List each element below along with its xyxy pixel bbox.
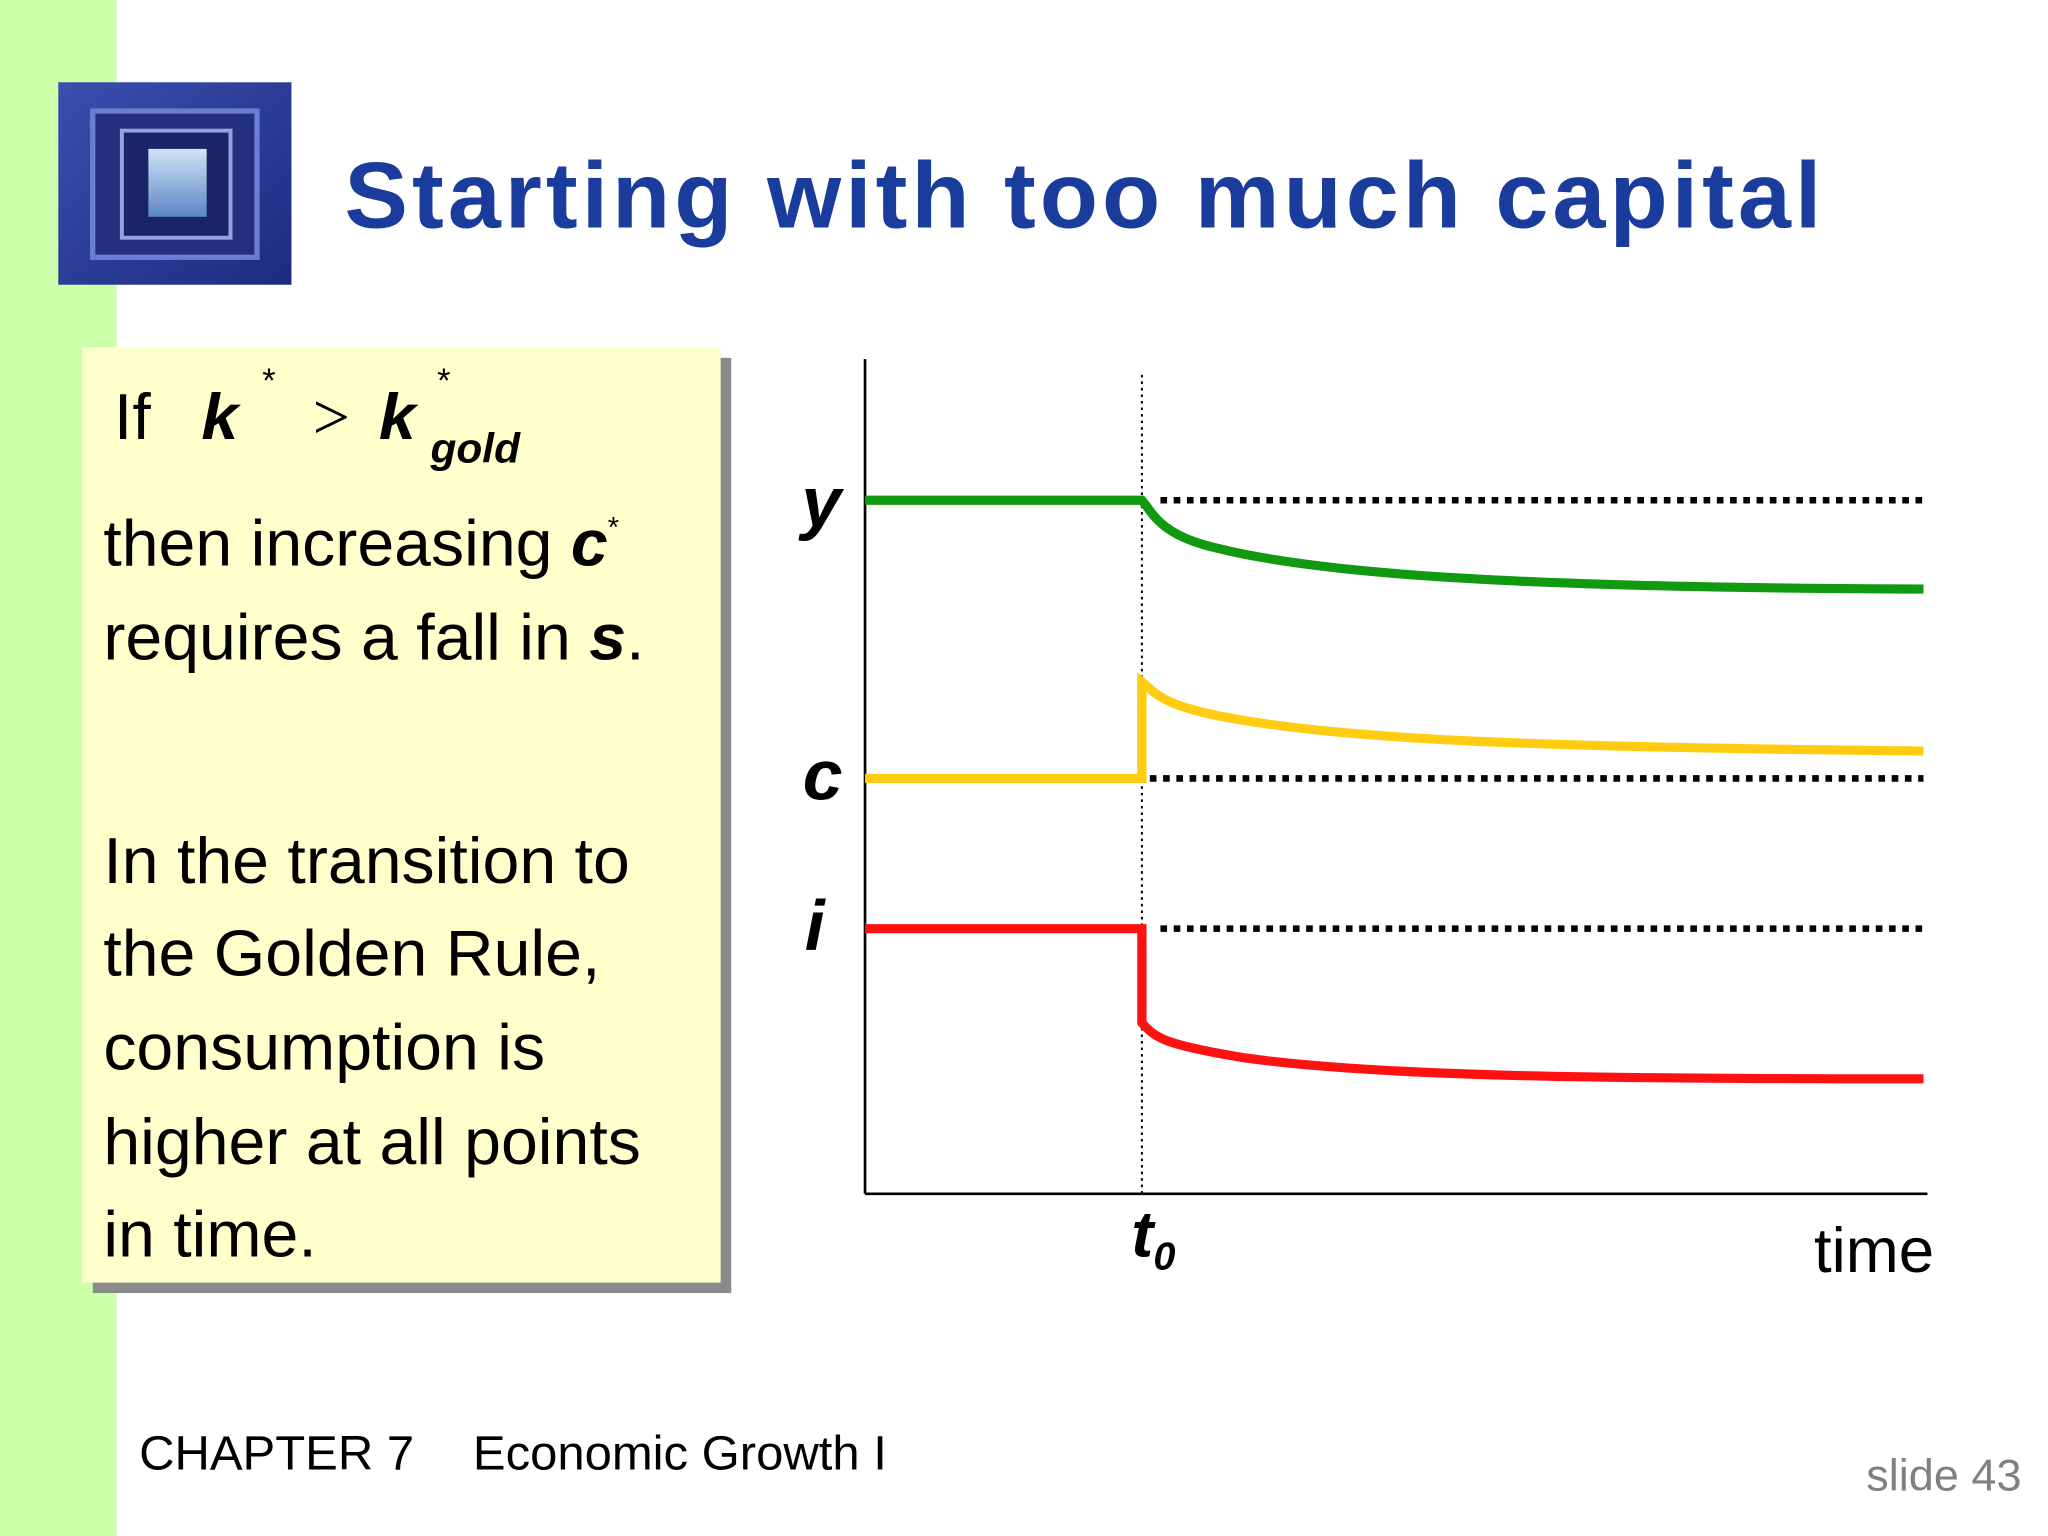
star: * xyxy=(608,512,619,544)
title: Starting with too much capital xyxy=(344,143,1825,248)
text: then increasing xyxy=(103,506,571,579)
text: requires a fall in xyxy=(103,600,589,673)
star: * xyxy=(262,362,275,400)
sub: 0 xyxy=(1153,1235,1175,1279)
footer-topic: Economic Growth I xyxy=(473,1427,887,1481)
diagram: y c i t0 time xyxy=(798,359,1934,1286)
star: * xyxy=(437,362,450,400)
c: c xyxy=(571,506,608,579)
gold: gold xyxy=(430,425,522,472)
k: k xyxy=(379,379,419,452)
line: the Golden Rule, xyxy=(103,916,600,989)
c-curve xyxy=(865,672,1924,784)
if: If xyxy=(114,379,152,452)
line: In the transition to xyxy=(103,823,629,896)
condition: If k * > k * gold xyxy=(114,332,521,471)
line: in time. xyxy=(103,1197,316,1270)
s: s xyxy=(589,600,626,673)
t: t xyxy=(1131,1197,1156,1270)
slide-number: slide 43 xyxy=(1866,1452,2021,1501)
x-axis-label: time xyxy=(1814,1217,1934,1287)
reference-lines xyxy=(1149,496,1924,932)
line: consumption is xyxy=(103,1010,545,1083)
paragraph1-line2: requires a fall in s. xyxy=(103,600,644,673)
line: higher at all points xyxy=(103,1104,641,1177)
period: . xyxy=(626,600,644,673)
c-label: c xyxy=(803,737,843,815)
icon xyxy=(58,82,292,285)
t0-label: t0 xyxy=(1131,1197,1175,1279)
y-curve xyxy=(865,495,1924,594)
k: k xyxy=(201,379,241,452)
paragraph1-line1: then increasing c* xyxy=(103,506,619,579)
text-box xyxy=(82,347,721,1283)
i-curve xyxy=(865,924,1924,1084)
i-label: i xyxy=(805,887,826,965)
gt: > xyxy=(313,381,350,453)
footer-chapter: CHAPTER 7 xyxy=(139,1427,414,1481)
paragraph2: In the transition to the Golden Rule, co… xyxy=(103,823,641,1270)
y-label: y xyxy=(798,464,844,542)
